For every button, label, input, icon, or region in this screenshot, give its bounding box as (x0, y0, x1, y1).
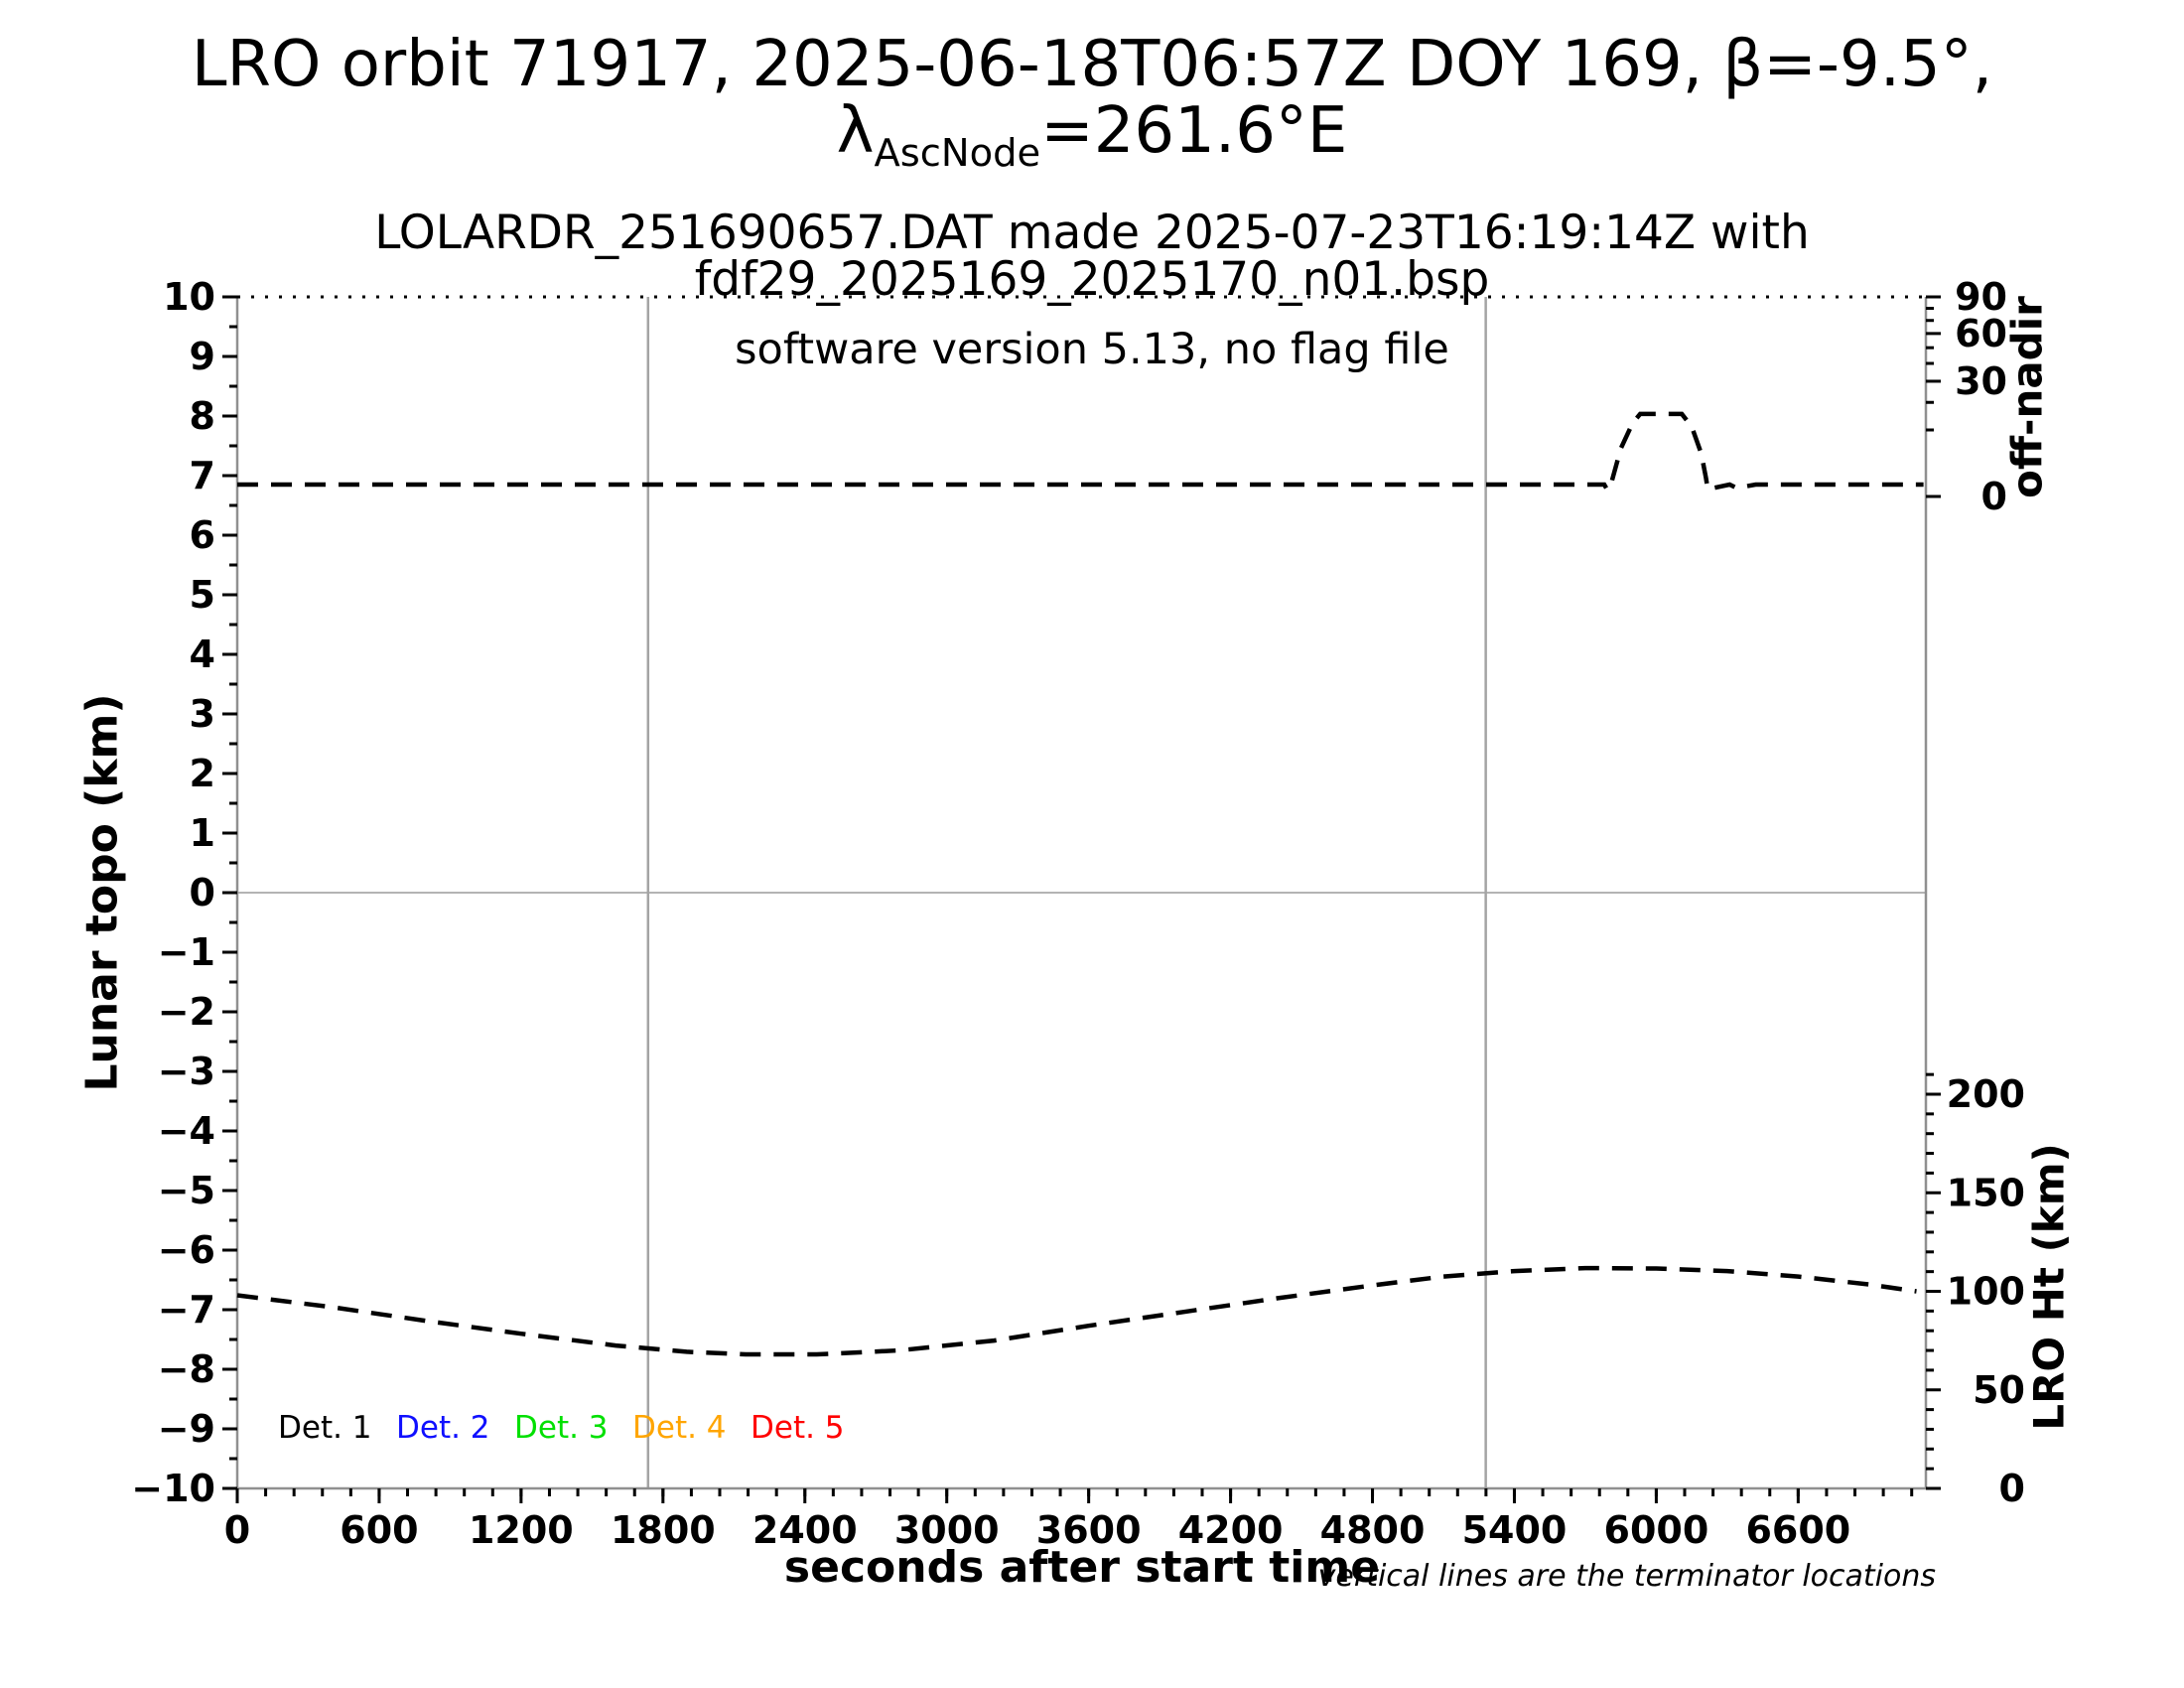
plot-subtitle-version: software version 5.13, no flag file (735, 325, 1449, 375)
plot-header: LRO orbit 71917, 2025-06-18T06:57Z DOY 1… (0, 0, 2184, 371)
svg-text:0: 0 (1999, 1467, 2025, 1510)
legend-det-5: Det. 5 (751, 1410, 845, 1446)
legend-det-4: Det. 4 (632, 1410, 727, 1446)
svg-text:1200: 1200 (469, 1508, 574, 1552)
svg-text:−9: −9 (158, 1407, 215, 1451)
svg-text:1800: 1800 (611, 1508, 716, 1552)
legend-det-2: Det. 2 (396, 1410, 490, 1446)
svg-text:4: 4 (190, 633, 215, 676)
svg-text:2: 2 (190, 752, 215, 795)
svg-text:2400: 2400 (752, 1508, 858, 1552)
svg-text:4200: 4200 (1178, 1508, 1284, 1552)
right-top-axis-title: off-nadir (2002, 296, 2052, 498)
curve-lro-height (236, 1265, 1917, 1357)
svg-text:5400: 5400 (1462, 1508, 1568, 1552)
svg-text:5: 5 (190, 573, 215, 617)
svg-text:100: 100 (1947, 1270, 2025, 1314)
left-axis-title: Lunar topo (km) (76, 693, 128, 1092)
svg-text:−4: −4 (158, 1109, 215, 1153)
svg-text:50: 50 (1973, 1368, 2025, 1412)
x-axis-ticks: 0 600 1200 1800 2400 3000 3600 4200 4800 5400 6000… (224, 1488, 1914, 1552)
svg-text:7: 7 (190, 454, 215, 497)
svg-text:0: 0 (224, 1508, 250, 1552)
plot-title-subscript: AscNode (874, 130, 1041, 176)
detector-legend: Det. 1 Det. 2 Det. 3 Det. 4 Det. 5 (278, 1410, 869, 1446)
svg-text:9: 9 (190, 335, 215, 378)
svg-text:1: 1 (190, 811, 215, 855)
gridlines (237, 297, 1926, 1488)
svg-text:−5: −5 (158, 1169, 215, 1212)
legend-det-1: Det. 1 (278, 1410, 372, 1446)
svg-text:8: 8 (190, 394, 215, 438)
x-axis-title: seconds after start time (783, 1542, 1381, 1593)
svg-text:6000: 6000 (1604, 1508, 1709, 1552)
plot-title: LRO orbit 71917, 2025-06-18T06:57Z DOY 1… (0, 31, 2184, 176)
plot-title-post: =261.6°E (1040, 94, 1348, 169)
plot-subtitle-filename: LOLARDR_251690657.DAT made 2025-07-23T16… (374, 206, 1810, 308)
svg-text:3000: 3000 (894, 1508, 1000, 1552)
svg-text:−8: −8 (158, 1347, 215, 1391)
plot-title-pre: LRO orbit 71917, 2025-06-18T06:57Z DOY 1… (191, 28, 1993, 169)
svg-text:4800: 4800 (1320, 1508, 1426, 1552)
svg-text:60: 60 (1955, 312, 2007, 355)
right-bottom-axis-title: LRO Ht (km) (2024, 1143, 2074, 1431)
svg-text:600: 600 (340, 1508, 418, 1552)
svg-text:−7: −7 (158, 1288, 215, 1332)
svg-text:3: 3 (190, 692, 215, 736)
svg-text:0: 0 (1981, 475, 2007, 518)
lro-ht-axis-ticks: 200 150 100 50 0 (1926, 1072, 2025, 1510)
svg-text:150: 150 (1947, 1171, 2025, 1214)
svg-text:30: 30 (1955, 359, 2007, 403)
svg-text:−3: −3 (158, 1050, 215, 1093)
svg-text:6: 6 (190, 513, 215, 557)
svg-text:3600: 3600 (1036, 1508, 1142, 1552)
svg-text:−10: −10 (131, 1467, 215, 1510)
svg-text:0: 0 (190, 871, 215, 914)
legend-det-3: Det. 3 (514, 1410, 609, 1446)
svg-text:200: 200 (1947, 1072, 2025, 1116)
svg-text:−6: −6 (158, 1228, 215, 1272)
svg-text:−2: −2 (158, 990, 215, 1034)
svg-text:6600: 6600 (1745, 1508, 1850, 1552)
svg-text:10: 10 (163, 275, 215, 319)
svg-text:−1: −1 (158, 930, 215, 974)
data-curves (236, 411, 1924, 1357)
svg-text:90: 90 (1955, 275, 2007, 319)
curve-off-nadir (237, 411, 1924, 494)
terminator-footnote: vertical lines are the terminator locati… (1317, 1559, 1936, 1594)
